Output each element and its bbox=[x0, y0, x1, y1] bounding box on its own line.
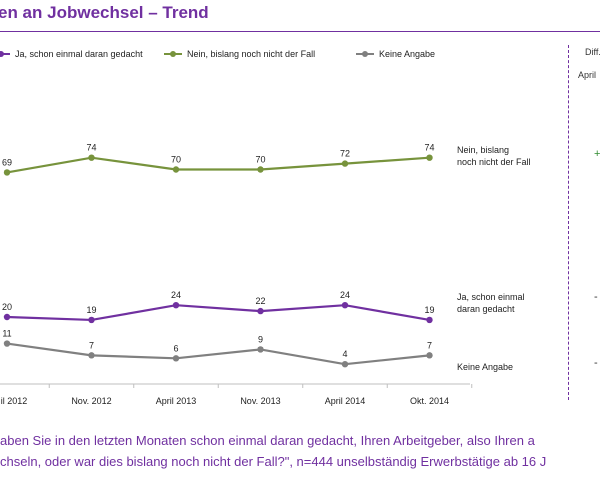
x-tick-label: il 2012 bbox=[1, 396, 28, 406]
series-line bbox=[6, 156, 430, 174]
series-end-label: Keine Angabe bbox=[457, 362, 513, 372]
data-point bbox=[341, 160, 349, 167]
data-label: 7 bbox=[427, 340, 432, 350]
data-label: 74 bbox=[424, 143, 434, 153]
data-label: 7 bbox=[89, 340, 94, 350]
data-point bbox=[88, 316, 95, 324]
x-tick-label: Nov. 2012 bbox=[71, 396, 111, 406]
data-label: 22 bbox=[255, 296, 265, 306]
footnote-line-1: aben Sie in den letzten Monaten schon ei… bbox=[0, 433, 535, 448]
series-end-label: daran gedacht bbox=[457, 304, 515, 314]
data-label: 19 bbox=[86, 305, 96, 315]
data-label: 70 bbox=[171, 155, 181, 165]
data-point bbox=[426, 154, 433, 161]
legend-swatch-nein bbox=[164, 51, 182, 57]
data-point bbox=[3, 340, 11, 347]
data-label: 6 bbox=[173, 343, 178, 353]
legend-label-nein: Nein, bislang noch nicht der Fall bbox=[187, 49, 316, 59]
survey-footnote: aben Sie in den letzten Monaten schon ei… bbox=[0, 430, 600, 472]
legend-swatch-ja bbox=[0, 51, 10, 57]
series-line bbox=[6, 304, 430, 322]
data-point bbox=[3, 313, 11, 321]
data-point bbox=[426, 352, 433, 359]
data-point bbox=[3, 169, 11, 176]
data-label: 24 bbox=[171, 290, 181, 300]
x-tick-label: Nov. 2013 bbox=[240, 396, 280, 406]
data-label: 9 bbox=[258, 334, 263, 344]
legend-label-keine: Keine Angabe bbox=[379, 49, 436, 59]
diff-divider bbox=[568, 45, 569, 400]
data-label: 19 bbox=[424, 305, 434, 315]
data-label: 11 bbox=[2, 329, 11, 339]
legend-item-keine: Keine Angabe bbox=[356, 49, 435, 59]
legend-swatch-keine bbox=[356, 51, 374, 57]
data-point bbox=[426, 316, 433, 324]
diff-value-ja: - bbox=[594, 291, 598, 303]
data-point bbox=[257, 307, 264, 315]
diff-value-nein: + bbox=[594, 148, 600, 160]
x-tick-label: April 2013 bbox=[156, 396, 197, 406]
data-point bbox=[341, 302, 349, 309]
legend-item-ja: Ja, schon einmal daran gedacht bbox=[0, 49, 143, 59]
title-divider bbox=[0, 31, 600, 32]
diff-value-keine: - bbox=[594, 357, 598, 369]
data-point bbox=[172, 355, 180, 362]
data-label: 69 bbox=[2, 157, 12, 167]
data-label: 20 bbox=[2, 302, 12, 312]
legend-label-ja: Ja, schon einmal daran gedacht bbox=[15, 49, 143, 59]
data-label: 74 bbox=[86, 143, 96, 153]
data-point bbox=[172, 166, 180, 173]
data-point bbox=[172, 302, 180, 309]
diff-header: Diff. bbox=[585, 47, 600, 57]
series-line bbox=[6, 342, 430, 366]
x-tick-label: Okt. 2014 bbox=[410, 396, 449, 406]
series-end-label: Nein, bislang bbox=[457, 145, 509, 155]
series-end-label: noch nicht der Fall bbox=[457, 157, 531, 167]
legend-item-nein: Nein, bislang noch nicht der Fall bbox=[164, 49, 315, 59]
series-end-label: Ja, schon einmal bbox=[457, 292, 525, 302]
x-tick-label: April 2014 bbox=[325, 396, 366, 406]
data-point bbox=[88, 352, 95, 359]
footnote-line-2: chseln, oder war dies bislang noch nicht… bbox=[0, 454, 547, 469]
page-title: en an Jobwechsel – Trend bbox=[0, 3, 209, 22]
data-point bbox=[341, 361, 349, 368]
data-label: 72 bbox=[340, 149, 350, 159]
diff-subheader: April bbox=[578, 70, 597, 80]
data-point bbox=[257, 166, 264, 173]
data-point bbox=[88, 154, 95, 161]
data-label: 4 bbox=[342, 349, 347, 359]
data-point bbox=[257, 346, 264, 353]
data-label: 70 bbox=[255, 155, 265, 165]
data-label: 24 bbox=[340, 290, 350, 300]
